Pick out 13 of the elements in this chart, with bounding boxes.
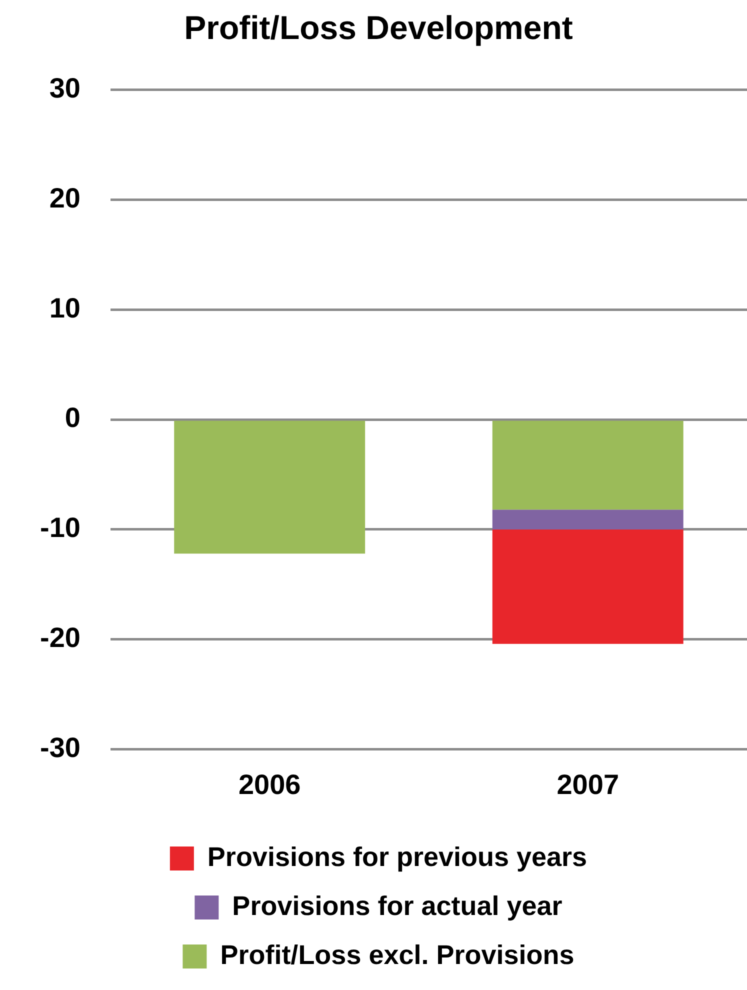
- y-tick-label: 20: [49, 182, 80, 214]
- x-tick-label: 2006: [238, 768, 301, 800]
- chart-title: Profit/Loss Development: [184, 8, 573, 46]
- legend-label: Provisions for previous years: [207, 842, 588, 872]
- legend-label: Profit/Loss excl. Provisions: [220, 940, 574, 970]
- y-tick-label: -10: [40, 512, 80, 544]
- y-tick-label: 10: [49, 292, 80, 324]
- y-tick-label: 30: [49, 72, 80, 104]
- y-tick-label: -20: [40, 622, 80, 654]
- y-tick-label: 0: [64, 402, 80, 434]
- legend-label: Provisions for actual year: [232, 890, 563, 921]
- y-tick-label: -30: [40, 732, 80, 764]
- x-tick-label: 2007: [556, 768, 620, 800]
